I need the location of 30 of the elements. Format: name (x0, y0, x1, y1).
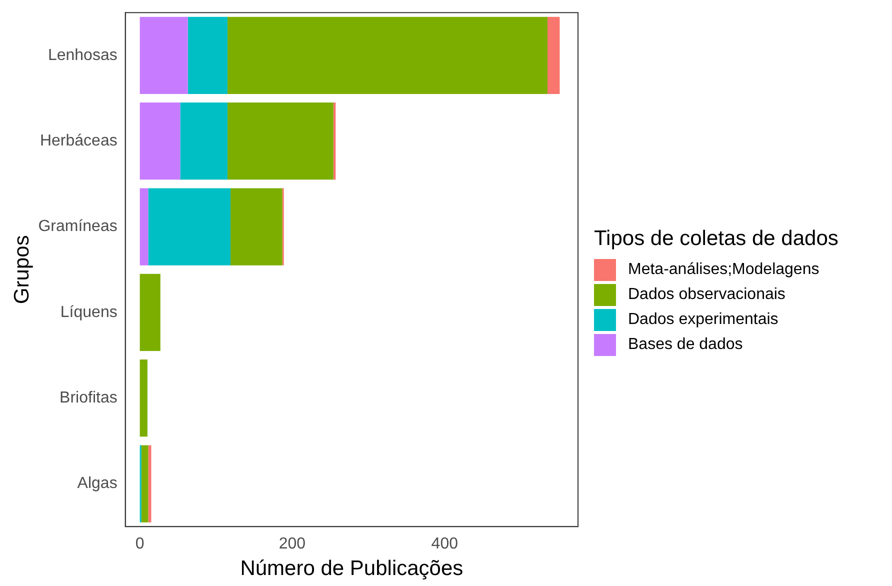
bar (227, 16, 548, 94)
y-tick-label: Lenhosas (48, 46, 118, 64)
y-axis-title: Grupos (10, 235, 34, 304)
bar (180, 102, 228, 180)
bar (140, 274, 160, 351)
legend-label: Bases de dados (628, 336, 743, 354)
y-tick-label: Algas (77, 475, 118, 492)
bar (230, 188, 282, 266)
bar (148, 445, 152, 522)
legend-title: Tipos de coletas de dados (594, 227, 838, 251)
legend-label: Dados experimentais (628, 311, 778, 329)
x-axis-title: Número de Publicações (240, 557, 464, 580)
x-tick-label: 200 (278, 536, 306, 553)
x-tick-label: 400 (431, 536, 458, 553)
bar (227, 102, 334, 180)
x-tick-label: 0 (135, 536, 144, 553)
bar (140, 16, 188, 94)
y-tick-label: Gramíneas (38, 218, 118, 236)
y-tick-label: Líquens (60, 304, 118, 321)
bar (188, 16, 228, 94)
bar (548, 16, 560, 94)
legend-label: Dados observacionais (628, 286, 786, 304)
bar (141, 445, 148, 522)
bar (140, 360, 148, 437)
bar (148, 188, 231, 266)
y-tick-label: Briofitas (60, 390, 118, 407)
y-tick-label: Herbáceas (40, 132, 118, 150)
bar (140, 188, 148, 266)
bar (140, 102, 180, 180)
legend-label: Meta-análises;Modelagens (628, 261, 820, 279)
